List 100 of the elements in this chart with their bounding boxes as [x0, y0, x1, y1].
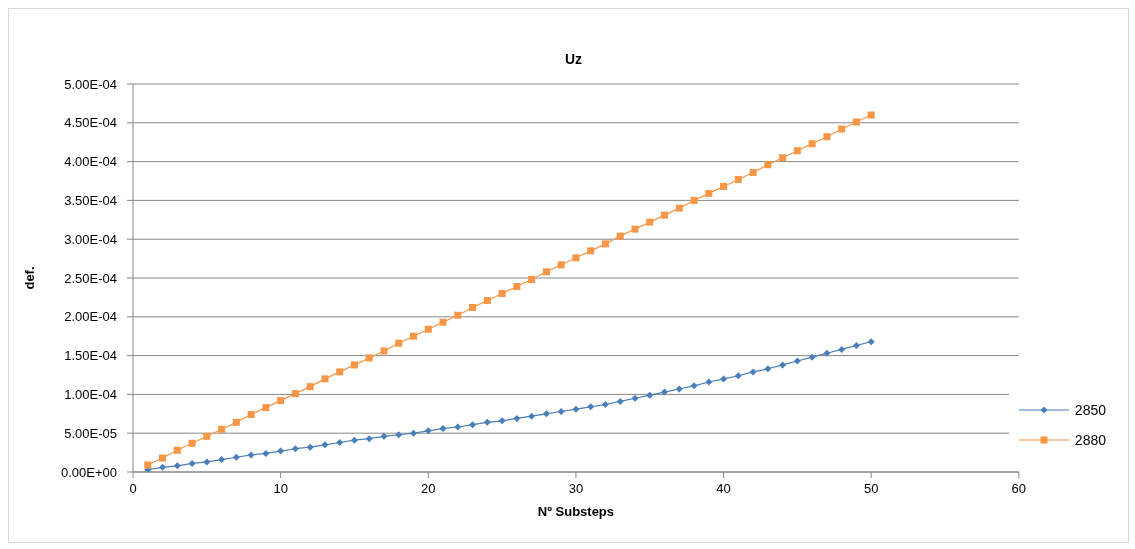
point [291, 390, 299, 398]
point [675, 204, 683, 212]
point [528, 276, 536, 284]
point [661, 388, 669, 396]
point [188, 459, 196, 467]
point [350, 361, 358, 369]
point [705, 189, 713, 197]
point [262, 449, 270, 457]
point [631, 225, 639, 233]
point [867, 338, 875, 346]
y-tick-label: 5.00E-05 [64, 425, 117, 441]
point [498, 417, 506, 425]
point [291, 445, 299, 453]
point [410, 332, 418, 340]
point [720, 375, 728, 383]
point [557, 407, 565, 415]
x-tick-label: 20 [421, 481, 436, 497]
point [838, 125, 846, 133]
point [380, 347, 388, 355]
point [365, 354, 373, 362]
point [705, 378, 713, 386]
legend-label: 2880 [1074, 431, 1106, 450]
point [542, 268, 550, 276]
point [690, 382, 698, 390]
x-tick-label: 30 [568, 481, 584, 497]
point [439, 318, 447, 326]
point [749, 168, 757, 176]
point [646, 391, 654, 399]
point [616, 397, 624, 405]
y-tick-label: 4.00E-04 [64, 154, 117, 170]
point [779, 154, 787, 162]
point [218, 425, 226, 433]
point [277, 397, 285, 405]
point [395, 431, 403, 439]
point [587, 247, 595, 255]
point [764, 365, 772, 373]
point [483, 297, 491, 304]
point [365, 435, 373, 443]
point [808, 353, 816, 361]
y-axis-title: def. [21, 266, 37, 290]
point [838, 345, 846, 353]
point [336, 368, 344, 376]
point [203, 432, 211, 440]
point [321, 441, 329, 449]
y-tick-label: 3.00E-04 [64, 231, 117, 247]
point [572, 254, 580, 262]
point [852, 342, 860, 350]
point [232, 418, 240, 426]
point [587, 403, 595, 411]
point [616, 232, 624, 240]
point [277, 447, 285, 455]
y-tick-label: 3.50E-04 [64, 193, 117, 209]
point [646, 218, 654, 226]
point [218, 456, 226, 464]
point [542, 410, 550, 418]
x-tick-label: 40 [716, 481, 731, 497]
point [749, 368, 757, 376]
point [321, 375, 329, 383]
point [734, 175, 742, 183]
point [528, 412, 536, 420]
point [454, 423, 462, 431]
point [823, 133, 831, 141]
point [852, 118, 860, 126]
y-tick-label: 1.50E-04 [64, 348, 117, 364]
x-tick-label: 10 [273, 481, 288, 497]
point [498, 290, 506, 298]
point [483, 418, 491, 426]
x-tick-label: 60 [1011, 481, 1027, 497]
point [601, 400, 609, 408]
y-tick-label: 2.00E-04 [64, 309, 117, 325]
y-tick-label: 4.50E-04 [64, 115, 117, 131]
point [159, 454, 167, 462]
point [306, 443, 314, 451]
y-tick-label: 5.00E-04 [64, 76, 117, 92]
point [203, 458, 211, 466]
point [675, 385, 683, 393]
point [601, 240, 609, 248]
point [395, 339, 403, 347]
point [690, 196, 698, 204]
point [424, 325, 432, 333]
y-tick-label: 0.00E+00 [60, 464, 117, 480]
point [631, 394, 639, 402]
point [661, 211, 669, 219]
point [188, 439, 196, 447]
legend-label: 2850 [1074, 401, 1106, 420]
point [793, 147, 801, 155]
y-tick-label: 2.50E-04 [64, 270, 117, 286]
point [173, 446, 181, 454]
point [336, 439, 344, 447]
point [513, 414, 521, 422]
point [808, 140, 816, 148]
x-tick-label: 50 [863, 481, 879, 497]
point [262, 404, 270, 412]
point [469, 303, 477, 311]
point [764, 161, 772, 169]
point [513, 283, 521, 291]
point [159, 463, 167, 471]
point [823, 349, 831, 357]
point [350, 436, 358, 444]
chart-title: Uz [563, 51, 584, 67]
